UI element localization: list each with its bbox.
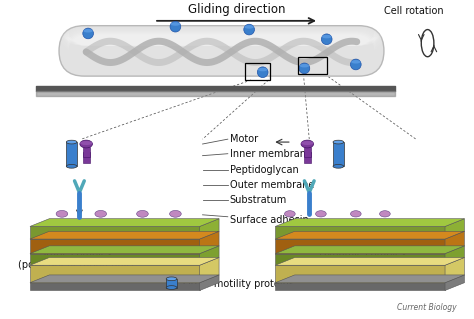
Polygon shape — [200, 219, 219, 239]
Polygon shape — [200, 275, 219, 291]
Circle shape — [170, 21, 181, 32]
FancyBboxPatch shape — [61, 25, 382, 49]
Ellipse shape — [137, 211, 148, 217]
Circle shape — [350, 59, 361, 70]
Polygon shape — [30, 231, 219, 239]
FancyBboxPatch shape — [68, 25, 375, 56]
Polygon shape — [200, 257, 219, 283]
Polygon shape — [30, 239, 200, 254]
Ellipse shape — [170, 211, 181, 217]
Bar — [83, 147, 90, 157]
Ellipse shape — [333, 165, 344, 168]
Bar — [304, 147, 311, 157]
Text: Peptidoglycan: Peptidoglycan — [230, 165, 299, 175]
Circle shape — [321, 34, 332, 45]
Ellipse shape — [171, 22, 180, 26]
FancyBboxPatch shape — [63, 25, 380, 51]
Polygon shape — [30, 275, 219, 283]
Polygon shape — [275, 257, 465, 265]
FancyBboxPatch shape — [66, 25, 377, 54]
Ellipse shape — [301, 140, 314, 148]
Ellipse shape — [80, 140, 92, 148]
Ellipse shape — [166, 277, 177, 281]
Text: Dynamic complex: Dynamic complex — [319, 249, 407, 259]
Ellipse shape — [95, 211, 107, 217]
Ellipse shape — [166, 286, 177, 289]
Text: Current Biology: Current Biology — [397, 303, 456, 312]
Text: Inner membrane: Inner membrane — [230, 149, 312, 159]
FancyBboxPatch shape — [64, 25, 379, 52]
FancyBboxPatch shape — [59, 26, 384, 76]
Polygon shape — [275, 239, 445, 254]
Ellipse shape — [83, 29, 93, 33]
Ellipse shape — [351, 60, 361, 63]
Polygon shape — [30, 219, 219, 226]
Polygon shape — [445, 231, 465, 254]
Polygon shape — [445, 275, 465, 291]
Bar — [298, 57, 327, 74]
FancyBboxPatch shape — [67, 25, 376, 55]
FancyBboxPatch shape — [62, 25, 381, 50]
Polygon shape — [445, 246, 465, 265]
Polygon shape — [275, 226, 445, 239]
Polygon shape — [30, 226, 200, 239]
Ellipse shape — [300, 64, 309, 67]
Ellipse shape — [284, 211, 295, 217]
Text: Gliding direction: Gliding direction — [188, 3, 285, 16]
Bar — [83, 152, 90, 163]
Text: Substratum: Substratum — [230, 195, 287, 205]
Ellipse shape — [350, 211, 361, 217]
Ellipse shape — [66, 165, 77, 168]
Polygon shape — [445, 257, 465, 283]
Circle shape — [83, 28, 93, 39]
Polygon shape — [275, 219, 465, 226]
Ellipse shape — [316, 211, 326, 217]
Polygon shape — [275, 254, 445, 265]
Ellipse shape — [80, 141, 92, 145]
Ellipse shape — [56, 211, 68, 217]
Polygon shape — [275, 265, 445, 283]
Text: Other motility proteins: Other motility proteins — [183, 279, 294, 289]
Polygon shape — [275, 231, 465, 239]
Bar — [333, 142, 344, 166]
Ellipse shape — [66, 140, 77, 144]
Text: Cell rotation: Cell rotation — [384, 6, 444, 16]
Bar — [245, 63, 271, 80]
Polygon shape — [275, 283, 445, 291]
Polygon shape — [30, 283, 200, 291]
Polygon shape — [445, 219, 465, 239]
Text: Surface adhesin: Surface adhesin — [230, 215, 309, 225]
Ellipse shape — [333, 140, 344, 144]
Circle shape — [299, 63, 310, 74]
Ellipse shape — [244, 25, 254, 29]
Bar — [304, 152, 311, 163]
Circle shape — [244, 24, 255, 35]
Text: Outer membrane: Outer membrane — [230, 180, 314, 190]
Polygon shape — [30, 257, 219, 265]
FancyBboxPatch shape — [65, 25, 378, 53]
Bar — [66, 142, 77, 166]
Bar — [166, 279, 177, 287]
Text: Motor: Motor — [230, 134, 258, 144]
Ellipse shape — [322, 35, 331, 38]
Polygon shape — [275, 275, 465, 283]
Polygon shape — [275, 246, 465, 254]
Text: Static complex
(power-generation unit): Static complex (power-generation unit) — [18, 249, 135, 270]
Ellipse shape — [258, 68, 267, 71]
Polygon shape — [200, 231, 219, 254]
Polygon shape — [30, 246, 219, 254]
Ellipse shape — [380, 211, 390, 217]
Ellipse shape — [301, 141, 314, 145]
Polygon shape — [30, 265, 200, 283]
Polygon shape — [30, 254, 200, 265]
Polygon shape — [200, 246, 219, 265]
Circle shape — [257, 67, 268, 78]
